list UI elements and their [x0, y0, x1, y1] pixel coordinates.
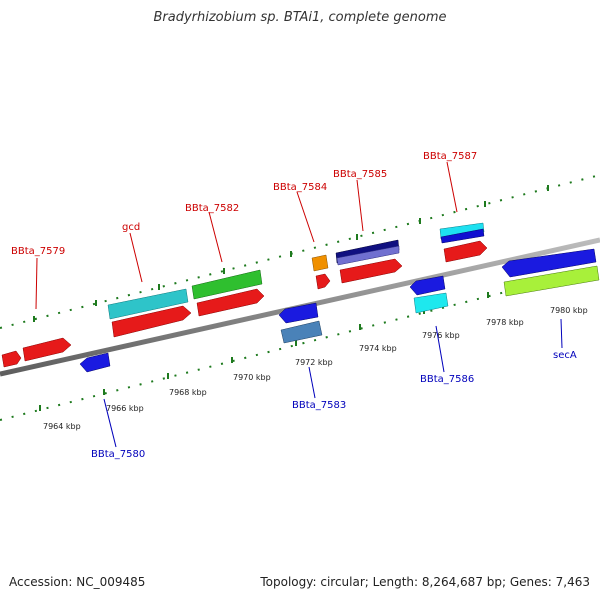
gene-arrow[interactable]: [315, 273, 331, 290]
reverse-genes: [79, 248, 600, 373]
tick-label: 7972 kbp: [295, 358, 333, 367]
gene-label[interactable]: BBta_7586: [420, 374, 474, 385]
gene-label[interactable]: BBta_7582: [185, 203, 239, 214]
tick-label: 7968 kbp: [169, 388, 207, 397]
forward-dotted-track: [0, 174, 600, 329]
reverse-gene-labels: BBta_7580 BBta_7583 BBta_7586 secA: [91, 350, 577, 460]
gene-label[interactable]: BBta_7579: [11, 246, 65, 257]
gene-arrow[interactable]: [1, 350, 22, 368]
map-title: Bradyrhizobium sp. BTAi1, complete genom…: [153, 10, 447, 25]
tick-label: 7980 kbp: [550, 306, 588, 315]
forward-label-lines: [35, 161, 458, 310]
gene-arrow[interactable]: [339, 258, 403, 284]
reverse-label-lines: [103, 318, 563, 448]
tick-label: 7976 kbp: [422, 331, 460, 340]
gene-arrow[interactable]: [79, 352, 111, 373]
accession-text: Accession: NC_009485: [9, 575, 146, 589]
gene-arrow[interactable]: [501, 248, 597, 278]
gene-arrow[interactable]: [336, 245, 400, 266]
gene-label[interactable]: BBta_7584: [273, 182, 327, 193]
gene-arrow[interactable]: [413, 292, 449, 314]
gene-arrow[interactable]: [191, 269, 263, 300]
gene-arrow[interactable]: [443, 240, 488, 263]
gene-arrow[interactable]: [22, 337, 72, 362]
gene-label[interactable]: BBta_7583: [292, 400, 346, 411]
tick-label: 7964 kbp: [43, 422, 81, 431]
tick-label: 7978 kbp: [486, 318, 524, 327]
gene-arrow[interactable]: [440, 228, 485, 244]
gene-label[interactable]: secA: [553, 350, 577, 361]
gene-label[interactable]: BBta_7587: [423, 151, 477, 162]
major-ticks: [33, 185, 553, 411]
gene-arrow[interactable]: [503, 265, 600, 297]
tick-label: 7974 kbp: [359, 344, 397, 353]
gene-arrow[interactable]: [196, 288, 265, 317]
gene-arrow[interactable]: [409, 275, 446, 296]
gene-arrow[interactable]: [278, 302, 319, 324]
tick-label: 7966 kbp: [106, 404, 144, 413]
gene-arrow[interactable]: [280, 320, 323, 344]
forward-gene-labels: BBta_7579 gcd BBta_7582 BBta_7584 BBta_7…: [11, 151, 477, 257]
tick-labels: 7964 kbp 7966 kbp 7968 kbp 7970 kbp 7972…: [43, 306, 588, 431]
genome-summary-text: Topology: circular; Length: 8,264,687 bp…: [260, 575, 590, 589]
gene-label[interactable]: BBta_7580: [91, 449, 145, 460]
gene-arrow[interactable]: [311, 254, 329, 272]
tick-label: 7970 kbp: [233, 373, 271, 382]
gene-label[interactable]: gcd: [122, 222, 140, 233]
gene-arrow[interactable]: [107, 288, 189, 320]
gene-arrow[interactable]: [111, 305, 192, 338]
gene-label[interactable]: BBta_7585: [333, 169, 387, 180]
forward-genes: [1, 222, 488, 368]
